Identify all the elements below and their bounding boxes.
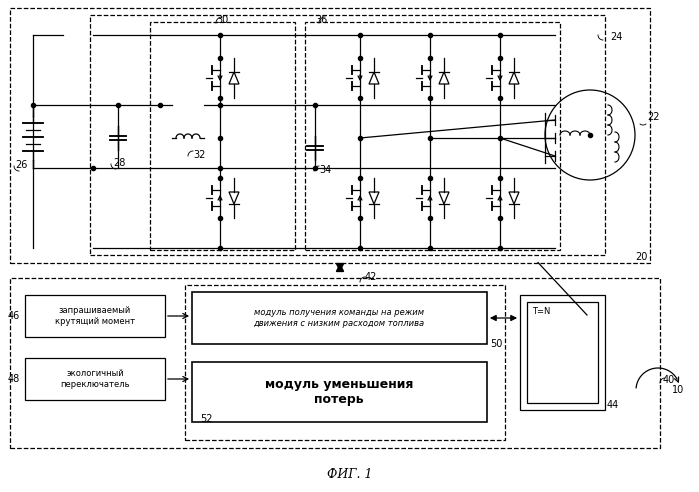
Text: 34: 34 [319,165,331,175]
Bar [25,295,165,337]
Bar [25,358,165,400]
Text: 44: 44 [607,400,619,410]
Text: 52: 52 [200,414,212,424]
Bar [150,22,295,250]
Bar [10,8,650,263]
Text: ФИГ. 1: ФИГ. 1 [327,468,373,482]
Text: 20: 20 [635,252,648,262]
Text: запрашиваемый
крутящий момент: запрашиваемый крутящий момент [55,307,135,326]
Text: 10: 10 [672,385,684,395]
Text: 50: 50 [490,339,503,349]
Bar [192,362,487,422]
Bar [185,285,505,440]
Bar [10,278,660,448]
Text: 24: 24 [610,32,622,42]
Bar [90,15,605,255]
Text: 42: 42 [365,272,377,282]
Bar [305,22,560,250]
Bar [520,295,605,410]
Bar [192,292,487,344]
Text: 32: 32 [193,150,206,160]
Text: 36: 36 [315,15,327,25]
Text: модуль получения команды на режим
движения с низким расходом топлива: модуль получения команды на режим движен… [254,308,424,328]
Bar [527,302,598,403]
Text: 28: 28 [113,158,125,168]
Text: 40: 40 [663,375,675,385]
Text: 30: 30 [216,15,228,25]
Text: 26: 26 [15,160,27,170]
Text: 46: 46 [8,311,20,321]
Text: 22: 22 [647,112,659,122]
Text: модуль уменьшения
потерь: модуль уменьшения потерь [265,378,413,406]
Text: экологичный
переключатель: экологичный переключатель [60,369,130,389]
Text: T=N: T=N [532,307,550,316]
Text: 48: 48 [8,374,20,384]
